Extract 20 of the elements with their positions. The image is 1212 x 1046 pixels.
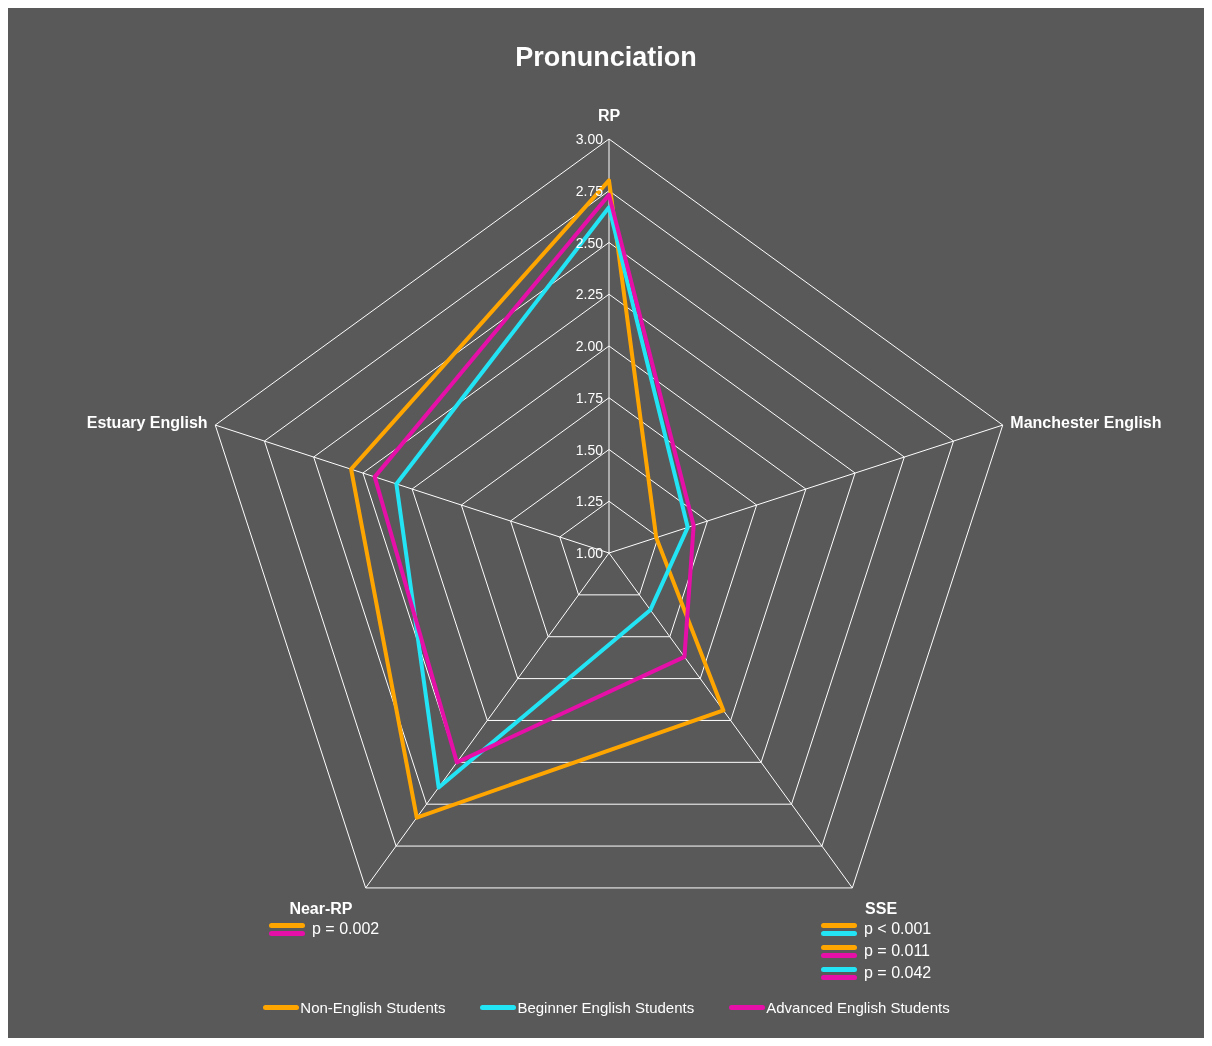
legend-label: Beginner English Students [517,999,695,1016]
y-tick-label: 3.00 [575,131,604,147]
y-tick-label: 1.50 [575,441,604,458]
spoke-label: Near-RP [289,900,353,918]
spoke-label: SSE [865,900,898,918]
spoke-label: Manchester English [1010,413,1162,431]
text: p = 0.002 [312,920,380,938]
y-tick-label: 2.00 [575,338,604,354]
chart-title: Pronunciation [514,42,698,73]
y-tick-label: 1.00 [575,545,604,561]
text: p < 0.001 [864,920,932,938]
spoke-label: RP [597,107,621,124]
legend-label: Advanced English Students [766,999,950,1016]
y-tick-label: 1.75 [575,389,604,406]
text: p = 0.042 [864,964,932,982]
y-tick-label: 1.25 [575,493,604,510]
y-tick-label: 2.25 [575,286,604,303]
text: p = 0.011 [864,942,930,960]
legend-label: Non-English Students [300,999,446,1016]
spoke-label: Estuary English [86,413,208,431]
